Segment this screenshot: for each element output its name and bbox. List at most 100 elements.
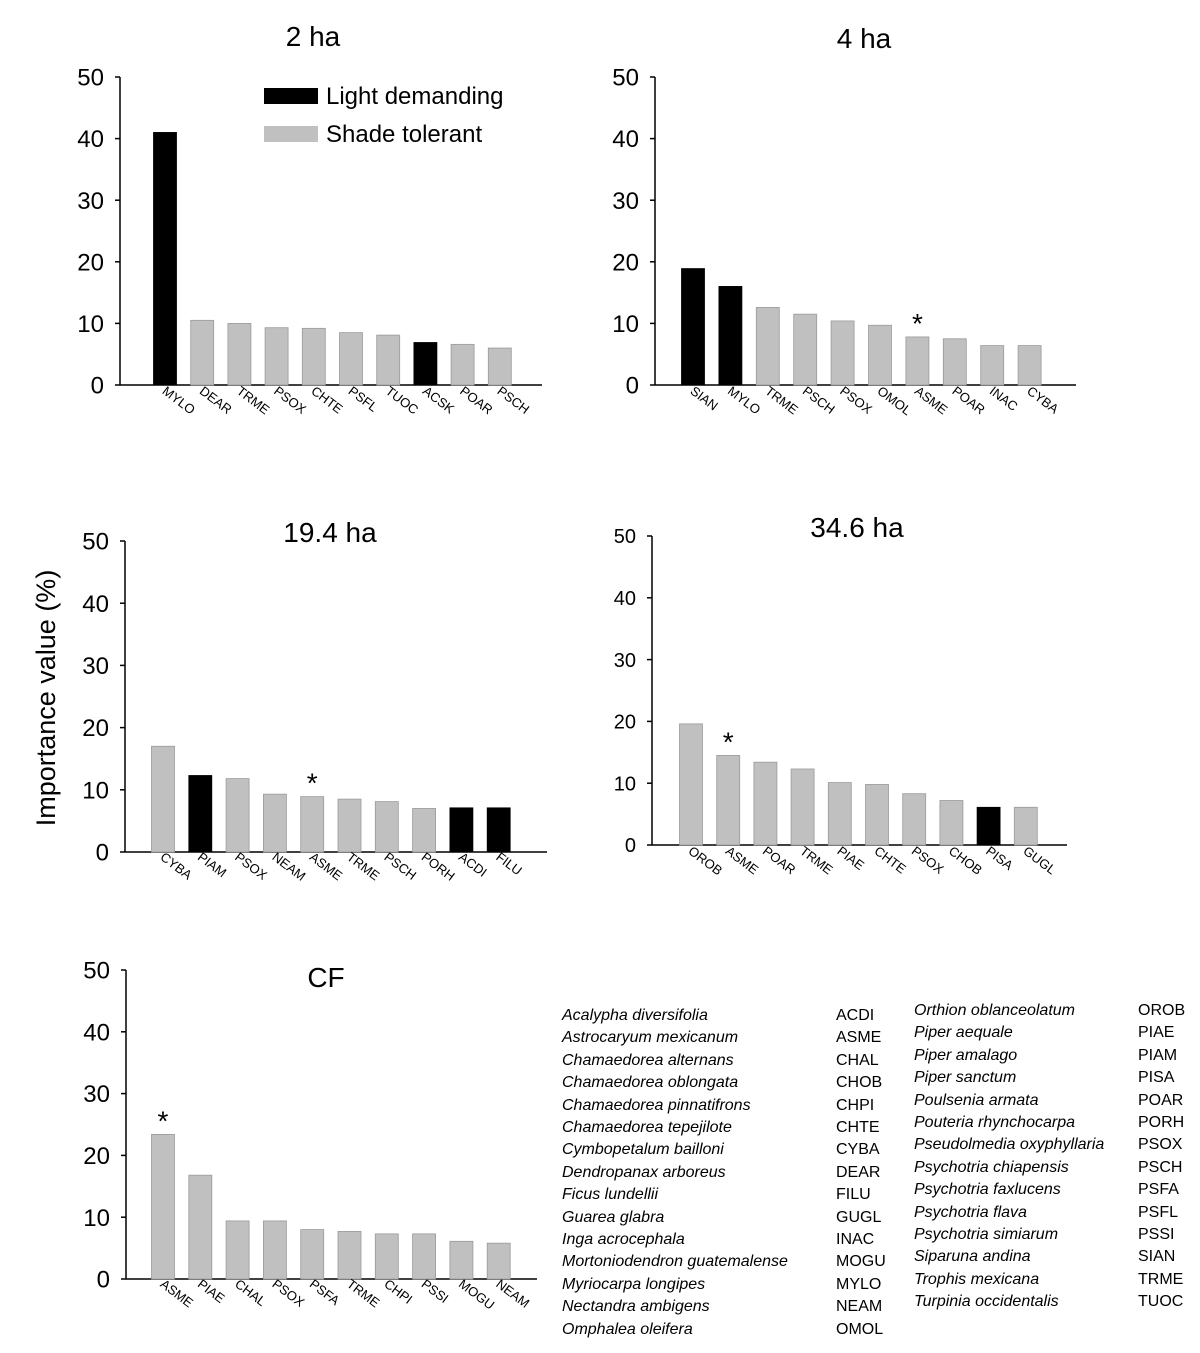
y-axis-label-container: Importance value (%): [28, 548, 68, 848]
category-label: POAR: [949, 383, 987, 417]
key-left-species-name: Acalypha diversifolia: [562, 1007, 708, 1024]
bar-trme: [337, 1231, 362, 1280]
significance-asterisk: *: [912, 308, 923, 339]
key-left-species-code: OMOL: [836, 1320, 884, 1338]
bar-orob: [679, 723, 703, 846]
category-label: TRME: [234, 383, 273, 417]
key-right-species-code: PSSI: [1138, 1226, 1175, 1243]
category-label: INAC: [987, 383, 1021, 414]
bar-psch: [374, 801, 399, 853]
y-tick-label: 30: [612, 188, 639, 215]
bar-poar: [942, 338, 967, 386]
key-right-species-code: PSFA: [1138, 1181, 1179, 1199]
bar-chpi: [374, 1233, 399, 1280]
bar-poar: [450, 343, 475, 386]
category-label: PSOX: [837, 383, 875, 417]
key-right-species-name: Piper amalago: [914, 1046, 1018, 1064]
key-right-species-code: SIAN: [1138, 1248, 1176, 1266]
y-tick-label: 20: [612, 249, 639, 276]
bar-piae: [827, 782, 852, 846]
category-label: CHAL: [232, 1276, 269, 1309]
y-tick-label: 0: [97, 1267, 110, 1294]
key-left-species-code: DEAR: [836, 1163, 881, 1181]
legend-label-shade: Shade tolerant: [326, 121, 482, 148]
key-left-species-name: Omphalea oleifera: [562, 1320, 693, 1338]
category-label: SIAN: [688, 383, 721, 413]
key-left-species-code: CHPI: [836, 1096, 875, 1114]
category-label: ACDI: [456, 849, 490, 880]
category-label: PSFA: [307, 1276, 343, 1308]
category-label: DEAR: [197, 383, 235, 417]
y-axis-label: Importance value (%): [31, 570, 61, 827]
key-left-species-code: INAC: [836, 1231, 875, 1248]
y-axis-label-svg: Importance value (%): [31, 570, 61, 827]
chart-title: CF: [307, 962, 344, 993]
key-right-species-code: PIAE: [1138, 1024, 1175, 1042]
key-left-species-code: ACDI: [836, 1007, 875, 1024]
key-right-species-name: Trophis mexicana: [914, 1270, 1040, 1288]
key-left-species-name: Chamaedorea tepejilote: [562, 1119, 732, 1136]
key-right-species-code: TUOC: [1138, 1293, 1184, 1311]
bar-asme: [716, 754, 741, 846]
chart-title: 19.4 ha: [283, 517, 377, 548]
category-label: PSOX: [270, 1276, 308, 1310]
category-label: POAR: [457, 383, 495, 417]
y-tick-label: 10: [614, 773, 636, 795]
y-tick-label: 20: [83, 1143, 110, 1170]
bar-chob: [939, 800, 964, 846]
category-label: ASME: [307, 849, 346, 883]
bar-dear: [190, 319, 215, 386]
bar-psfl: [339, 332, 363, 386]
y-tick-label: 20: [77, 249, 104, 276]
bar-inac: [980, 345, 1005, 386]
y-tick-label: 20: [82, 715, 109, 742]
key-left-species-code: NEAM: [836, 1298, 883, 1316]
key-left-species-name: Nectandra ambigens: [562, 1298, 710, 1316]
key-right-species-code: PORH: [1138, 1114, 1185, 1131]
category-label: MOGU: [456, 1276, 497, 1312]
y-tick-label: 40: [77, 126, 104, 153]
key-right-species-code: PSOX: [1138, 1136, 1183, 1154]
y-tick-label: 20: [614, 712, 636, 734]
key-right-species-code: TRME: [1138, 1270, 1184, 1288]
key-right-species-name: Pseudolmedia oxyphyllaria: [914, 1136, 1105, 1154]
significance-asterisk: *: [307, 768, 318, 799]
key-left-species-name: Dendropanax arboreus: [562, 1163, 726, 1181]
category-label: PSCH: [494, 383, 532, 417]
bar-psox: [264, 327, 289, 386]
key-right-species-name: Psychotria simiarum: [914, 1226, 1059, 1243]
key-right-species-name: Siparuna andina: [914, 1248, 1031, 1266]
bar-tuoc: [376, 334, 401, 386]
category-label: PSCH: [800, 383, 838, 417]
y-tick-label: 50: [83, 958, 110, 985]
bar-sian: [681, 268, 705, 386]
category-label: TRME: [762, 383, 801, 417]
bar-mylo: [153, 132, 177, 386]
y-tick-label: 50: [77, 65, 104, 92]
key-right-species-name: Piper sanctum: [914, 1069, 1017, 1087]
category-label: PSFL: [346, 383, 381, 415]
category-label: PSCH: [381, 849, 419, 883]
category-label: PSSI: [419, 1276, 452, 1306]
y-tick-label: 0: [91, 373, 104, 400]
key-right-species-name: Orthion oblanceolatum: [914, 1002, 1075, 1019]
significance-asterisk: *: [158, 1105, 169, 1136]
key-left-species-code: ASME: [836, 1029, 882, 1047]
chart-panel-5: CF 0 10 20 30 40 50 ASME * PIAE CHAL PSOX PSFA TRMECH…: [83, 958, 537, 1313]
key-left-species-code: MOGU: [836, 1253, 886, 1271]
bar-psox: [225, 778, 250, 853]
category-label: CHTE: [308, 383, 346, 416]
category-label: OROB: [686, 843, 726, 878]
key-left-species-name: Astrocaryum mexicanum: [562, 1029, 739, 1047]
bar-trme: [337, 798, 362, 853]
y-tick-label: 50: [612, 65, 639, 92]
category-label: TRME: [344, 849, 383, 883]
category-label: ASME: [723, 843, 762, 877]
bar-psox: [902, 793, 927, 846]
y-tick-label: 30: [614, 650, 636, 672]
bar-cyba: [151, 745, 175, 853]
bar-psox: [830, 320, 855, 386]
